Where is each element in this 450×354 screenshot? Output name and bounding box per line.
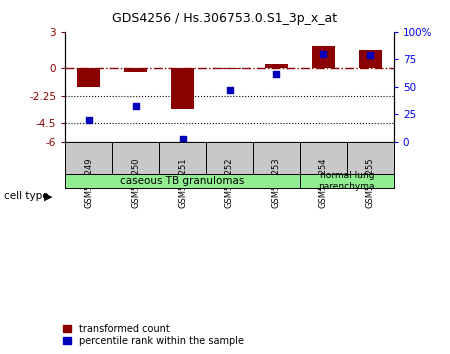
- Legend: transformed count, percentile rank within the sample: transformed count, percentile rank withi…: [63, 324, 244, 346]
- Point: [132, 104, 139, 109]
- Bar: [359, 50, 382, 68]
- Bar: [65, 175, 300, 188]
- Text: normal lung
parenchyma: normal lung parenchyma: [319, 171, 375, 191]
- Point: [85, 117, 92, 122]
- Text: GSM501251: GSM501251: [178, 157, 187, 208]
- Point: [320, 51, 327, 57]
- Text: GSM501249: GSM501249: [84, 157, 93, 208]
- Point: [179, 137, 186, 142]
- Text: cell type: cell type: [4, 192, 49, 201]
- Bar: [300, 175, 394, 188]
- Text: caseous TB granulomas: caseous TB granulomas: [121, 176, 245, 186]
- Bar: [311, 46, 335, 68]
- Text: GSM501253: GSM501253: [272, 157, 281, 208]
- Bar: [171, 68, 194, 109]
- Point: [226, 87, 233, 93]
- Text: GSM501254: GSM501254: [319, 157, 328, 208]
- Text: GSM501250: GSM501250: [131, 157, 140, 208]
- Text: ▶: ▶: [44, 192, 53, 201]
- Bar: [265, 64, 288, 68]
- Text: GDS4256 / Hs.306753.0.S1_3p_x_at: GDS4256 / Hs.306753.0.S1_3p_x_at: [112, 12, 338, 25]
- Text: GSM501255: GSM501255: [366, 157, 375, 208]
- Text: GSM501252: GSM501252: [225, 157, 234, 208]
- Point: [367, 52, 374, 58]
- Bar: [124, 68, 148, 72]
- Bar: [77, 68, 100, 87]
- Point: [273, 71, 280, 76]
